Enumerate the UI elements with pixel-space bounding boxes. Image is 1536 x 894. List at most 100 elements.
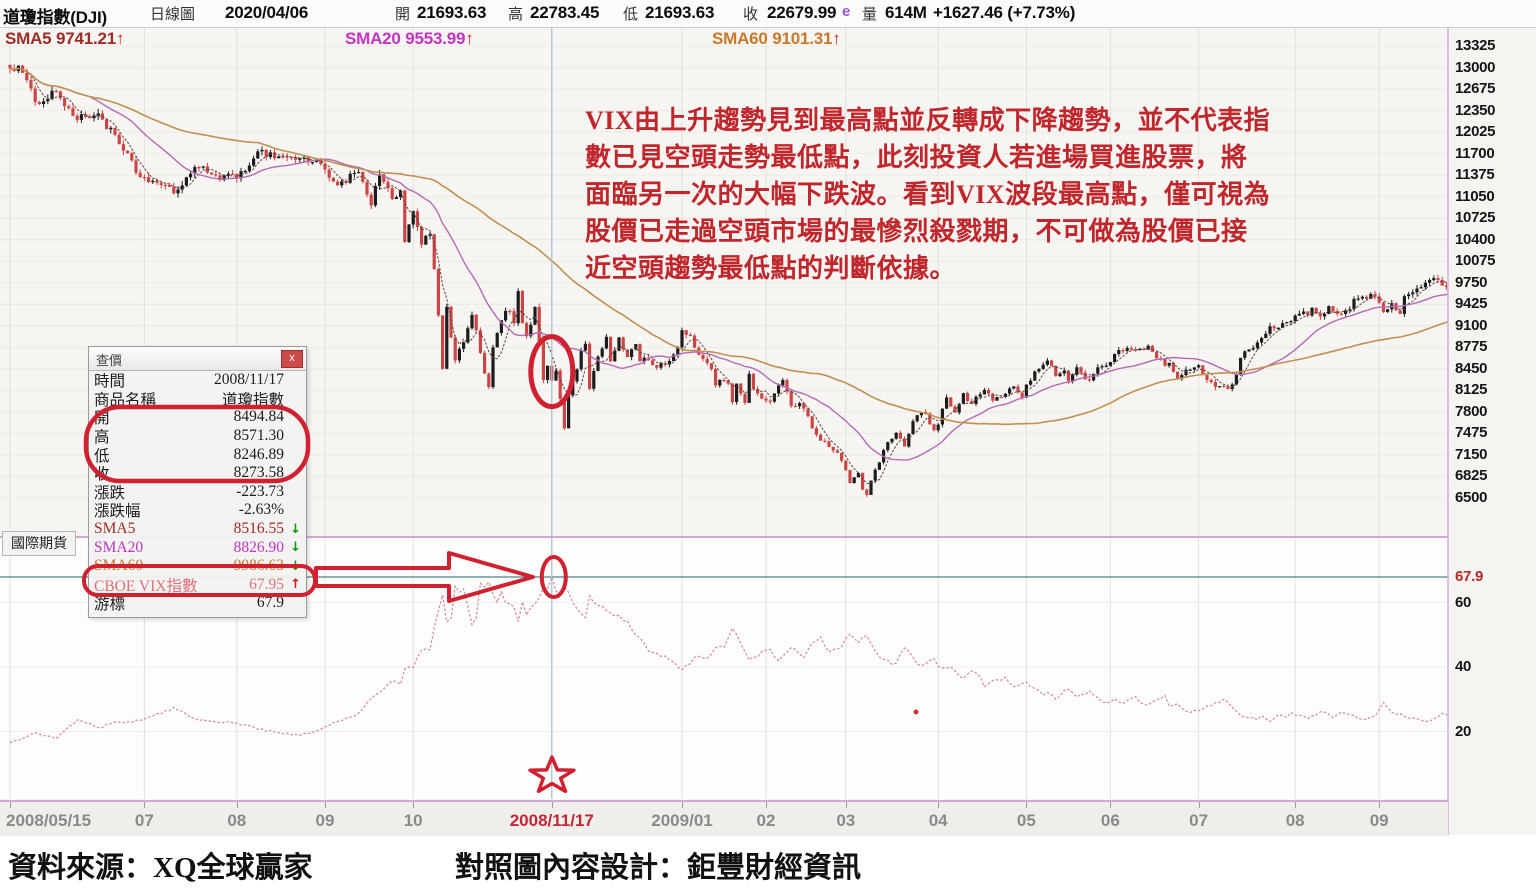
date-label: 07 [1189,811,1209,830]
sma5-line [9,67,1448,485]
design-credit-text: 對照圖內容設計：鉅豐財經資訊 [455,852,862,884]
axis-tick-label: 8450 [1455,359,1488,377]
date-tick [1110,802,1112,808]
quote-row: 低 8246.89 [89,445,306,465]
date-tick [682,802,683,808]
quote-row-value: 8494.84 [233,408,284,426]
date-label: 08 [1285,811,1305,830]
quote-row-label: 漲跌幅 [94,503,141,521]
date-tick [938,802,940,808]
date-label: 05 [1016,811,1036,830]
date-label: 2008/11/17 [509,811,594,830]
date-tick [766,802,767,808]
quote-row-label: 漲跌 [94,484,126,502]
volume-value: 614M [885,3,927,22]
axis-tick-label: 6825 [1455,467,1488,485]
axis-tick-label: 7800 [1455,402,1488,420]
date-tick [1026,802,1028,808]
quote-rows: 時間 2008/11/17 商品名稱 道瓊指數開 8494.84 高 8571.30 低 824… [89,371,306,613]
high-label: 高 [508,6,524,23]
quote-row-value: 8273.58 [233,464,284,482]
up-arrow-icon: ↑ [832,29,841,48]
date-label: 06 [1100,811,1120,830]
down-arrow-icon: ↓ [290,558,301,574]
axis-tick-label: 40 [1455,658,1472,675]
date-label: 2008/05/15 [6,811,92,830]
quote-row: SMA5 8516.55 ↓ [89,520,306,539]
quote-window[interactable]: 查價 x 時間 2008/11/17 商品名稱 道瓊指數開 8494.84 高 8571.3… [88,346,307,618]
sma-legend-bar: SMA5 9741.21↑ SMA20 9553.99↑ SMA60 9101.31… [0,29,1448,51]
quote-window-titlebar[interactable]: 查價 x [89,347,306,371]
volume-label: 量 [862,6,878,23]
axis-tick-label: 12025 [1455,123,1496,141]
date-label: 02 [756,811,776,830]
quote-date: 2020/04/06 [225,3,309,22]
quote-row-label: SMA60 [94,557,144,575]
quote-row-label: SMA20 [94,538,144,556]
axis-tick-label: 13000 [1455,58,1496,76]
footer-bar: 資料來源：XQ全球贏家 對照圖內容設計：鉅豐財經資訊 [0,836,1536,894]
close-icon[interactable]: x [281,350,303,368]
up-arrow-icon: ↑ [116,29,125,48]
open-value: 21693.63 [417,3,487,22]
axis-tick-label: 60 [1455,593,1472,611]
sma-legend-item: SMA20 9553.99↑ [345,29,474,48]
quote-row-value: 9986.63 [233,557,284,575]
vix-pane-label: 國際期貨 [2,531,76,556]
down-arrow-icon: ↓ [290,540,301,556]
up-arrow-icon: ↑ [290,577,301,593]
date-tick [1198,802,1200,808]
quote-row-label: 游標 [94,596,126,614]
axis-tick-label: 11375 [1455,166,1495,184]
sma20-line [9,67,1448,461]
date-tick [1379,802,1381,808]
date-tick [413,802,415,808]
period-label[interactable]: 日線圖 [150,6,196,23]
axis-tick-label: 10400 [1455,230,1496,248]
quote-row-value: 道瓊指數 [221,391,284,409]
axis-tick-label: 12675 [1455,80,1496,98]
date-tick [551,802,553,808]
annotation-line: 近空頭趨勢最低點的判斷依據。 [585,254,957,283]
quote-row: 漲跌 -223.73 [89,483,306,502]
quote-row: 開 8494.84 [89,408,306,427]
axis-tick-label: 12350 [1455,101,1496,119]
quote-row-label: SMA5 [94,520,136,538]
quote-row-value: 2008/11/17 [213,371,284,389]
quote-row-value: 67.9 [256,594,284,612]
quote-row-value: 67.95 [249,575,284,593]
sma-legend-item: SMA60 9101.31↑ [712,29,841,48]
quote-row-value: -223.73 [236,482,284,500]
change-value: +1627.46 (+7.73%) [933,3,1076,22]
close-value: 22679.99 [767,3,837,22]
axis-tick-label: 13325 [1455,37,1496,54]
quote-row-value: 8571.30 [233,427,284,445]
axis-tick-label: 8775 [1455,338,1488,356]
e-badge: e [842,3,851,20]
axis-tick-label: 10725 [1455,209,1496,227]
low-value: 21693.63 [645,3,715,22]
close-label: 收 [743,6,759,23]
quote-row-value: 8516.55 [233,520,284,538]
axis-tick-label: 6500 [1455,488,1488,506]
date-label: 08 [227,811,247,830]
axis-tick-label: 8125 [1455,381,1488,399]
axis-tick-label: 11050 [1455,187,1495,205]
axis-tick-label: 9750 [1455,273,1488,291]
annotation-line: 面臨另一次的大幅下跌波。看到VIX波段最高點，僅可視為 [585,180,1271,209]
quote-row-label: 商品名稱 [94,391,157,409]
sma-legend-item: SMA5 9741.21↑ [5,29,125,48]
date-label: 09 [1369,811,1389,830]
annotation-line: 股價已走過空頭市場的最慘烈殺戮期，不可做為股價已接 [585,217,1248,246]
axis-tick-label: 67.9 [1455,568,1483,586]
quote-row: CBOE VIX指數 67.95 ↑ [89,576,306,595]
axis-tick-label: 9100 [1455,316,1488,334]
quote-row-value: 8826.90 [233,538,284,556]
high-value: 22783.45 [530,3,600,22]
date-tick [325,802,326,808]
date-tick [236,802,238,808]
up-arrow-icon: ↑ [465,29,474,48]
date-label: 04 [928,811,948,830]
